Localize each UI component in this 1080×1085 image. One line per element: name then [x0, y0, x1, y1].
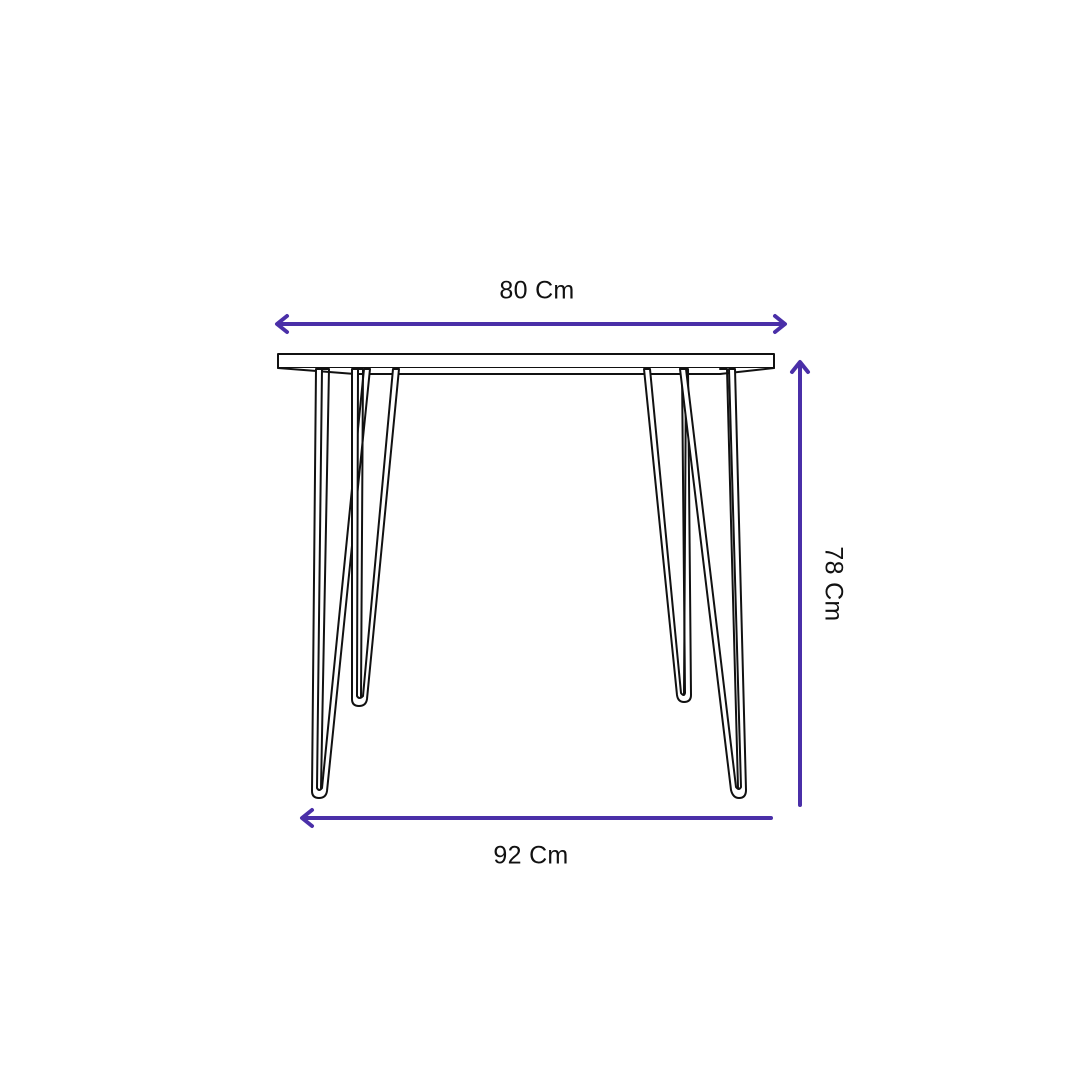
height-label: 78 Cm	[819, 546, 848, 622]
front-right-leg-inner	[719, 368, 739, 789]
bottom-width-label: 92 Cm	[493, 841, 569, 870]
arrows	[275, 314, 810, 828]
table-icon	[277, 353, 775, 799]
up-arrow-icon	[790, 360, 810, 807]
top-width-label: 80 Cm	[499, 276, 575, 305]
back-left-leg-inner	[357, 368, 364, 698]
left-arrow-icon	[300, 808, 773, 828]
double-arrow-icon	[275, 314, 787, 334]
back-left-leg	[351, 368, 400, 707]
front-left-leg-inner	[320, 368, 330, 789]
tabletop	[277, 353, 775, 369]
back-right-leg	[643, 368, 692, 703]
